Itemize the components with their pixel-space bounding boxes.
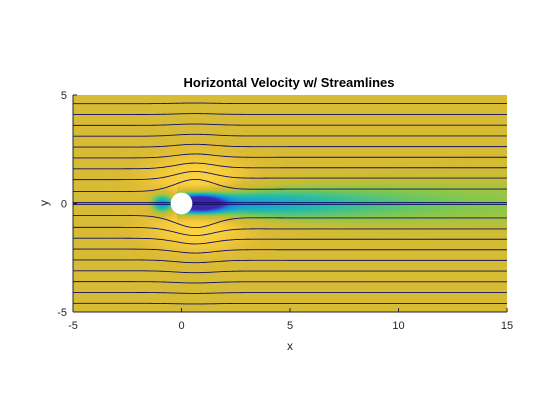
x-tick-label: -5 [68, 320, 78, 332]
x-tick-label: 15 [501, 320, 513, 332]
axes: -5 0 5 10 15 -5 0 5 [57, 90, 513, 332]
streamlines [73, 102, 507, 305]
cylinder-obstacle [170, 192, 193, 215]
x-tick-label: 5 [287, 320, 293, 332]
x-tick-label: 10 [392, 320, 404, 332]
streamline [73, 214, 507, 229]
streamline [73, 123, 507, 126]
x-tick-label: 0 [178, 320, 184, 332]
streamline [73, 143, 507, 148]
streamline [73, 281, 507, 284]
streamline [73, 292, 507, 294]
streamline [73, 170, 507, 181]
streamline [73, 133, 507, 137]
chart-title: Horizontal Velocity w/ Streamlines [184, 75, 395, 90]
streamline [73, 153, 507, 159]
y-tick-label: 0 [61, 199, 67, 211]
streamline [73, 162, 507, 170]
streamline [73, 270, 507, 274]
streamline [73, 113, 507, 115]
streamline [73, 302, 507, 305]
streamline [73, 226, 507, 237]
streamline [73, 237, 507, 245]
x-axis-label: x [287, 339, 293, 353]
streamline [73, 178, 507, 193]
velocity-heatmap [73, 95, 507, 312]
streamline [73, 259, 507, 264]
streamline [73, 102, 507, 105]
y-tick-label: -5 [57, 307, 67, 319]
streamline [73, 248, 507, 254]
plot-area [73, 95, 507, 312]
y-axis-label: y [37, 200, 51, 206]
y-tick-label: 5 [61, 90, 67, 102]
